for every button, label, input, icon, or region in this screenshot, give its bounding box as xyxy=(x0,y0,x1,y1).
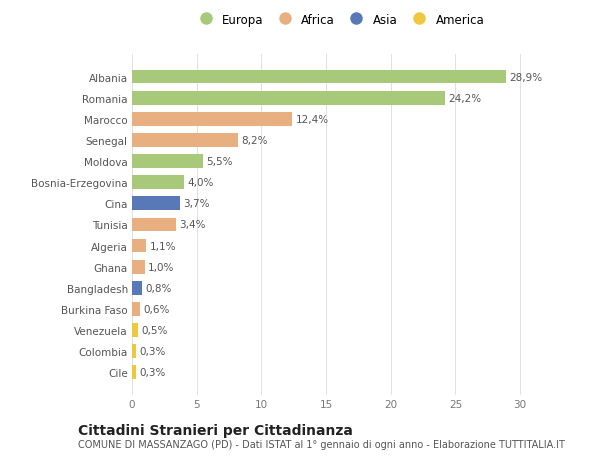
Text: 3,7%: 3,7% xyxy=(183,199,209,209)
Text: 8,2%: 8,2% xyxy=(241,135,268,146)
Bar xyxy=(132,324,139,337)
Text: 4,0%: 4,0% xyxy=(187,178,214,188)
Text: 0,5%: 0,5% xyxy=(142,325,168,335)
Text: 0,8%: 0,8% xyxy=(146,283,172,293)
Bar xyxy=(132,197,180,211)
Text: 0,3%: 0,3% xyxy=(139,368,166,377)
Bar xyxy=(132,260,145,274)
Bar xyxy=(132,239,146,253)
Bar xyxy=(132,134,238,147)
Bar xyxy=(132,218,176,232)
Text: 5,5%: 5,5% xyxy=(206,157,233,167)
Text: 12,4%: 12,4% xyxy=(296,115,329,124)
Bar xyxy=(132,302,140,316)
Bar xyxy=(132,92,445,105)
Text: 24,2%: 24,2% xyxy=(448,94,481,103)
Bar xyxy=(132,345,136,358)
Bar xyxy=(132,366,136,379)
Text: 1,0%: 1,0% xyxy=(148,262,175,272)
Bar xyxy=(132,112,292,126)
Text: 0,3%: 0,3% xyxy=(139,347,166,356)
Bar xyxy=(132,281,142,295)
Text: 28,9%: 28,9% xyxy=(509,73,542,82)
Text: COMUNE DI MASSANZAGO (PD) - Dati ISTAT al 1° gennaio di ogni anno - Elaborazione: COMUNE DI MASSANZAGO (PD) - Dati ISTAT a… xyxy=(78,440,565,449)
Bar xyxy=(132,71,506,84)
Legend: Europa, Africa, Asia, America: Europa, Africa, Asia, America xyxy=(190,10,488,30)
Bar xyxy=(132,176,184,190)
Bar xyxy=(132,155,203,168)
Text: 1,1%: 1,1% xyxy=(149,241,176,251)
Text: 3,4%: 3,4% xyxy=(179,220,206,230)
Text: 0,6%: 0,6% xyxy=(143,304,169,314)
Text: Cittadini Stranieri per Cittadinanza: Cittadini Stranieri per Cittadinanza xyxy=(78,423,353,437)
